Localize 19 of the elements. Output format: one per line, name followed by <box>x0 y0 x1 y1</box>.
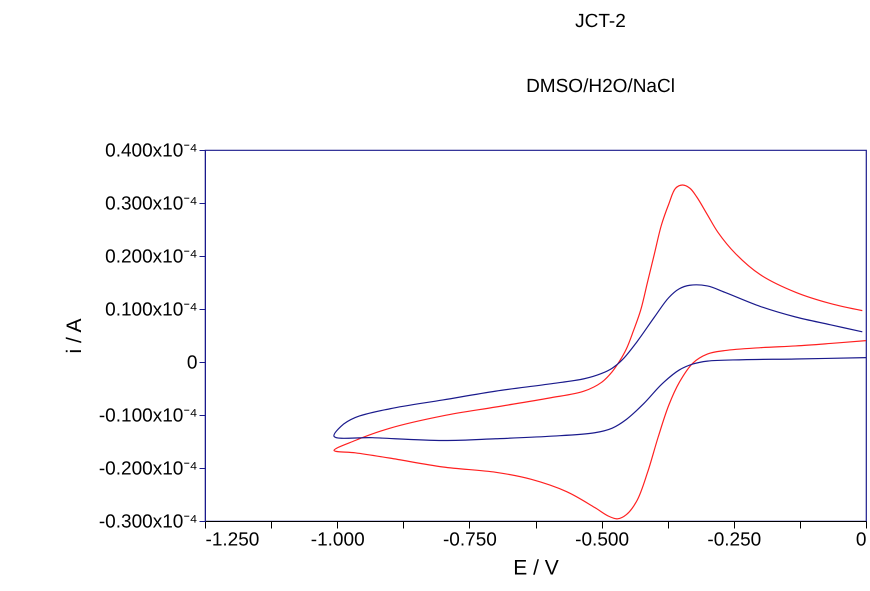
y-tick-label: 0 <box>186 352 198 374</box>
y-tick-label: -0.100x10⁻⁴ <box>98 406 198 426</box>
x-tick-label: 0 <box>856 530 866 550</box>
y-tick-label: -0.200x10⁻⁴ <box>98 458 198 480</box>
x-tick-label: -0.500 <box>575 530 630 550</box>
x-axis-title: E / V <box>513 556 559 580</box>
chart-title: JCT-2 <box>575 11 626 32</box>
chart-subtitle: DMSO/H2O/NaCl <box>526 76 675 97</box>
x-tick-label: -1.000 <box>310 530 365 550</box>
y-tick-label: -0.300x10⁻⁴ <box>98 512 198 532</box>
y-tick-label: 0.300x10⁻⁴ <box>105 194 198 214</box>
x-tick-label: -1.250 <box>206 530 260 550</box>
y-tick-label: 0.100x10⁻⁴ <box>105 300 198 320</box>
x-tick-label: -0.750 <box>442 530 497 550</box>
line-series <box>333 184 866 520</box>
x-tick-label: -0.250 <box>707 530 762 550</box>
y-axis-title: i / A <box>62 318 86 354</box>
y-tick-label: 0.200x10⁻⁴ <box>105 246 198 268</box>
y-tick-label: 0.400x10⁻⁴ <box>105 140 198 162</box>
